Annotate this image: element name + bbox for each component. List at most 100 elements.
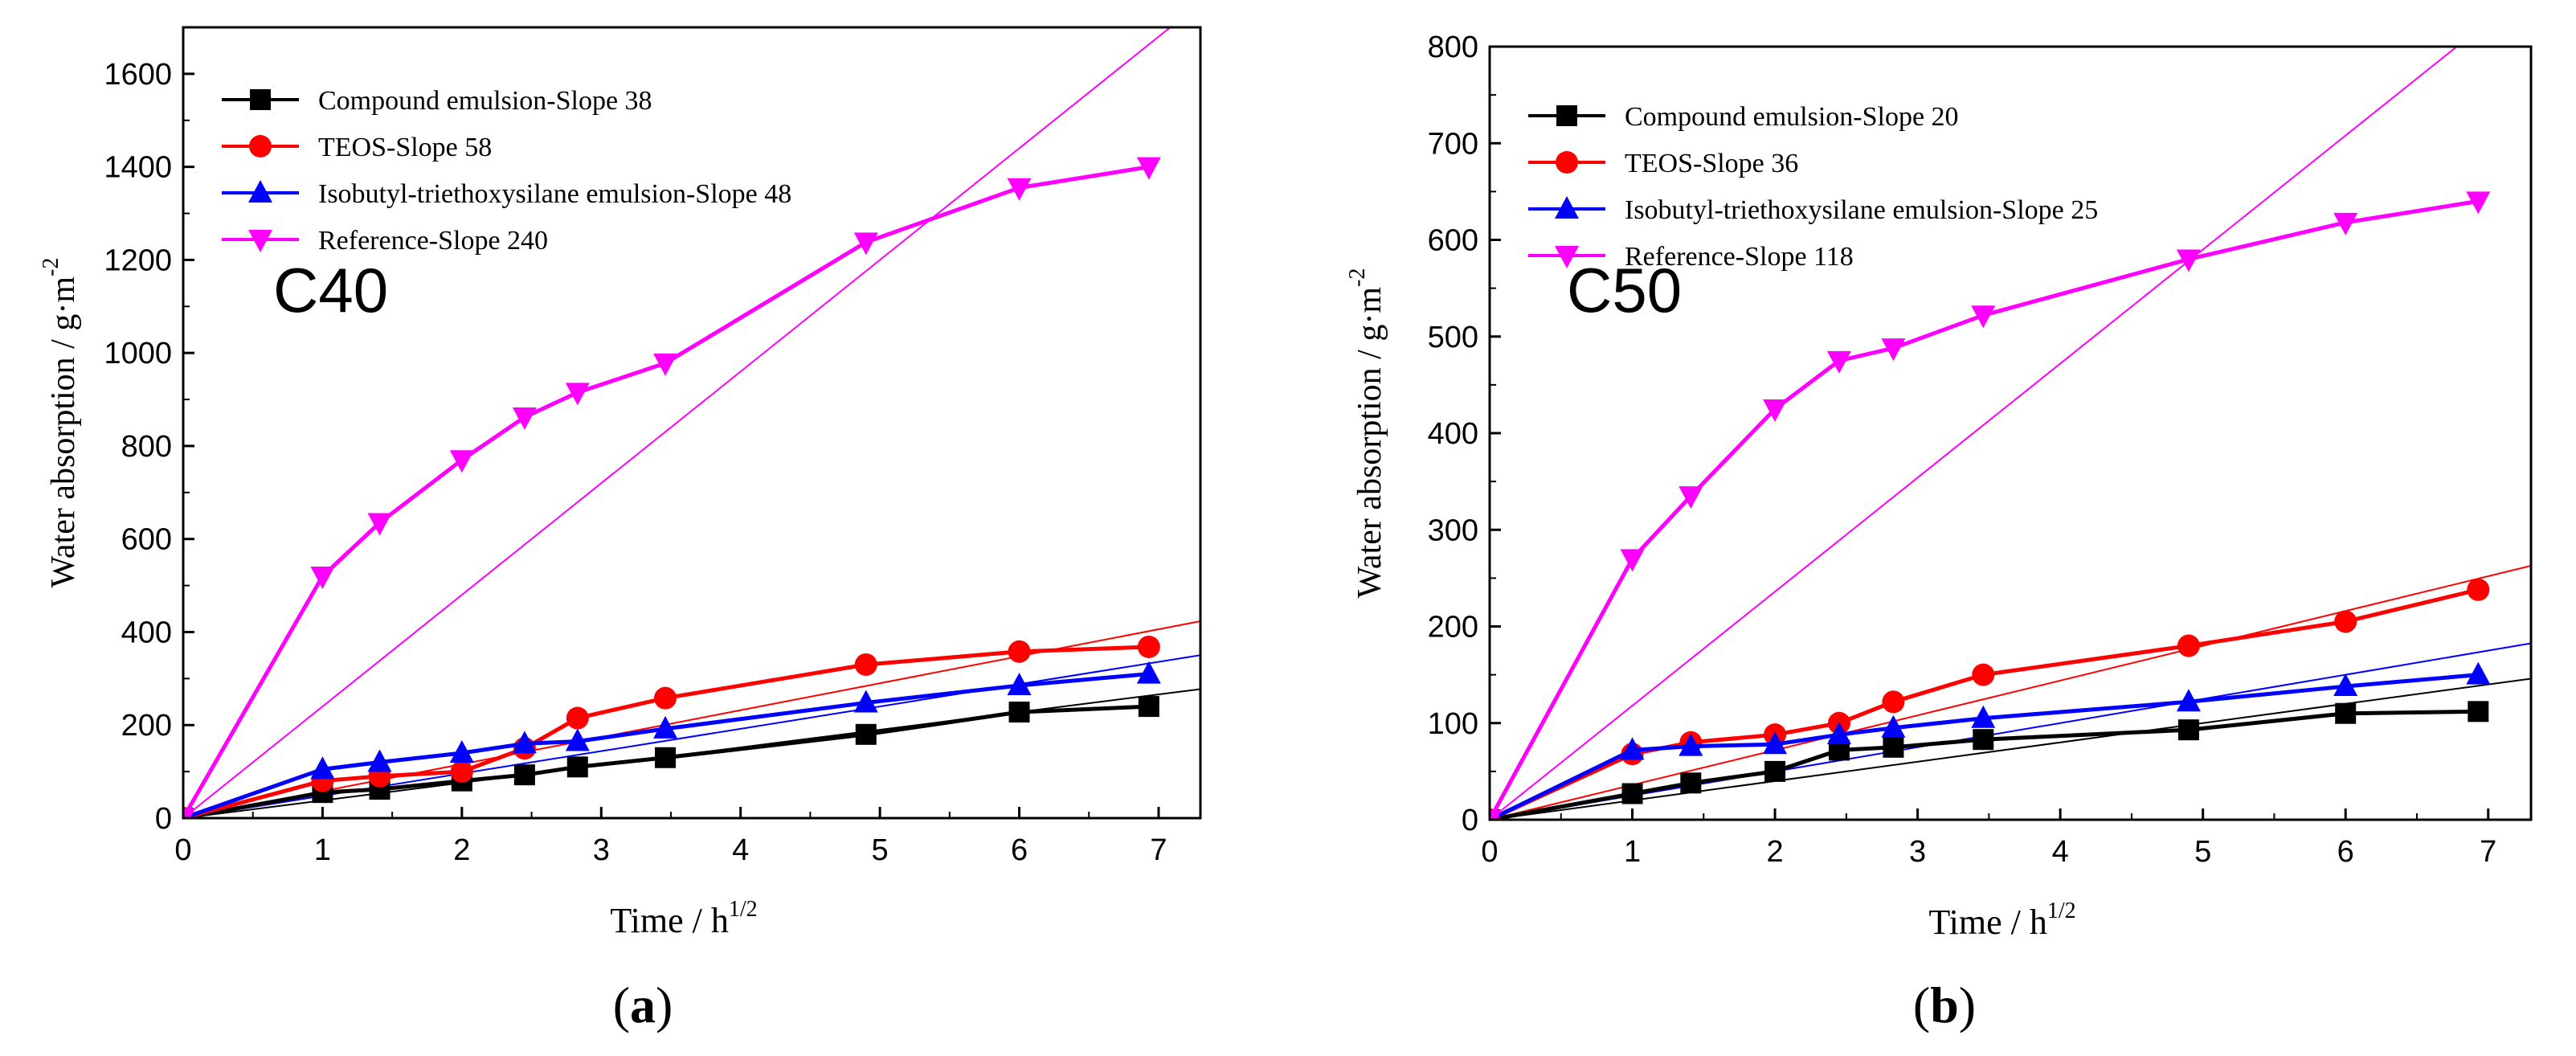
x-axis-label: Time / h1/2	[610, 897, 757, 940]
x-tick-label: 5	[872, 833, 889, 867]
y-tick-label: 200	[121, 709, 172, 743]
y-tick-label: 600	[1428, 224, 1478, 258]
data-point-0-8	[1008, 702, 1030, 723]
y-tick-label: 800	[1428, 31, 1478, 64]
data-point-3-3	[1763, 399, 1788, 422]
series-line-1	[183, 645, 1149, 818]
legend-label-0: Compound emulsion-Slope 38	[318, 86, 652, 116]
data-point-2-1	[1620, 737, 1645, 760]
data-point-2-4	[512, 731, 537, 754]
data-point-2-9	[1136, 661, 1161, 684]
data-point-2-2	[367, 749, 392, 772]
data-point-3-9	[1136, 157, 1161, 180]
legend-marker-3	[248, 230, 272, 252]
data-point-0-7	[855, 723, 877, 745]
series-line-0	[183, 704, 1149, 818]
fit-line-2	[1490, 642, 2531, 820]
y-tick-label: 100	[1428, 707, 1478, 741]
data-point-2-7	[853, 690, 878, 713]
legend-marker-0	[1556, 105, 1577, 126]
y-tick-label: 1200	[104, 244, 172, 277]
x-tick-label: 4	[732, 833, 749, 867]
data-point-3-3	[449, 450, 474, 473]
data-point-2-5	[1881, 714, 1906, 738]
legend: Compound emulsion-Slope 38 TEOS-Slope 58 I…	[222, 86, 791, 256]
x-tick-label: 1	[314, 833, 331, 867]
legend-marker-3	[1555, 246, 1579, 268]
data-point-3-6	[1971, 305, 1996, 329]
legend-label-1: TEOS-Slope 36	[1625, 149, 1798, 178]
panel-label: (a)	[613, 976, 673, 1033]
x-axis-label: Time / h1/2	[1928, 898, 2075, 942]
legend-marker-1	[249, 135, 272, 158]
fit-line-1	[1490, 565, 2531, 820]
data-point-0-7	[2177, 719, 2199, 741]
legend-label-2: Isobutyl-triethoxysilane emulsion-Slope …	[1625, 195, 2098, 225]
y-tick-label: 300	[1428, 514, 1478, 547]
data-point-1-8	[2334, 610, 2357, 633]
series-line-3	[1490, 199, 2479, 820]
data-point-3-0	[183, 808, 195, 818]
x-tick-label: 3	[593, 833, 610, 867]
x-tick-label: 0	[1481, 835, 1498, 869]
y-tick-label: 400	[121, 616, 172, 649]
data-point-1-8	[1008, 640, 1031, 663]
data-point-1-3	[450, 760, 473, 784]
legend-marker-2	[248, 180, 272, 203]
data-point-2-6	[1971, 705, 1996, 728]
data-point-2-7	[2176, 689, 2201, 712]
x-tick-label: 7	[1150, 833, 1167, 867]
legend-label-0: Compound emulsion-Slope 20	[1625, 102, 1959, 132]
data-point-0-2	[1680, 772, 1702, 794]
legend-marker-1	[1556, 151, 1578, 174]
data-point-3-2	[367, 513, 392, 536]
data-point-2-5	[565, 728, 590, 751]
y-tick-label: 800	[121, 430, 172, 464]
legend: Compound emulsion-Slope 20 TEOS-Slope 36 I…	[1528, 102, 2098, 272]
data-point-3-2	[1678, 486, 1703, 510]
data-point-3-9	[2466, 191, 2491, 215]
chart-annotation: C40	[273, 255, 388, 325]
data-point-1-6	[654, 686, 677, 710]
data-point-3-7	[853, 232, 878, 256]
data-point-0-4	[513, 764, 535, 786]
data-point-3-7	[2176, 249, 2201, 272]
legend-marker-0	[250, 89, 271, 110]
y-tick-label: 1400	[104, 151, 172, 185]
panel-label: (b)	[1913, 976, 1976, 1033]
data-point-1-9	[1137, 635, 1160, 658]
fit-line-1	[183, 620, 1200, 818]
data-point-2-4	[1826, 722, 1851, 745]
x-tick-label: 6	[2337, 835, 2354, 869]
data-point-2-8	[2333, 673, 2358, 697]
fit-line-3	[1490, 47, 2459, 820]
series-line-2	[1490, 673, 2479, 820]
legend-label-2: Isobutyl-triethoxysilane emulsion-Slope …	[318, 179, 791, 209]
y-axis-label: Water absorption / g·m-2	[1345, 268, 1388, 599]
data-point-3-4	[512, 407, 537, 431]
data-point-3-5	[565, 383, 590, 406]
x-tick-label: 2	[453, 833, 470, 867]
series-line-2	[183, 672, 1150, 818]
data-point-3-5	[1881, 338, 1906, 362]
data-point-3-1	[310, 567, 335, 590]
data-point-2-2	[1678, 733, 1703, 756]
data-point-0-1	[1621, 783, 1643, 804]
series-line-3	[183, 165, 1150, 818]
y-tick-label: 200	[1428, 611, 1478, 645]
legend-label-1: TEOS-Slope 58	[318, 133, 492, 162]
x-tick-label: 7	[2480, 835, 2496, 869]
y-tick-label: 400	[1428, 417, 1478, 451]
data-point-0-6	[1973, 729, 1994, 751]
y-tick-label: 0	[1462, 804, 1478, 837]
y-tick-label: 1000	[104, 337, 172, 370]
x-tick-label: 0	[174, 833, 191, 867]
data-point-1-7	[854, 653, 877, 676]
y-tick-label: 600	[121, 523, 172, 557]
x-tick-label: 1	[1624, 835, 1641, 869]
data-point-2-3	[1763, 731, 1788, 755]
y-tick-label: 0	[155, 802, 172, 836]
data-point-1-5	[566, 706, 589, 730]
data-point-1-5	[1882, 690, 1905, 714]
chart-annotation: C50	[1567, 255, 1682, 325]
